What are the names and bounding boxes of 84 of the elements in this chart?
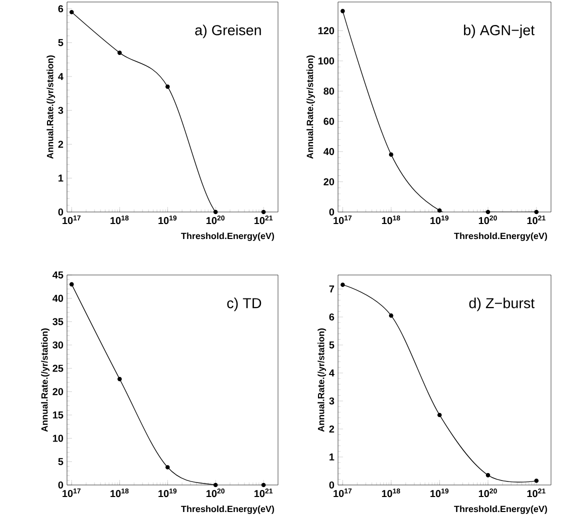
y-tick-label: 5 <box>58 39 64 46</box>
point <box>534 210 539 214</box>
text: d) Z−burst <box>469 298 535 312</box>
x-tick-label: 10$^{18}$ <box>110 216 129 224</box>
y-tick-label: 120 <box>318 27 334 34</box>
y-tick-label: 0 <box>58 208 64 216</box>
point <box>388 313 394 318</box>
y-tick-label: 80 <box>324 88 334 95</box>
x-axis-title: Threshold.Energy(eV) <box>454 506 548 514</box>
y-tick-label: 0 <box>329 208 334 216</box>
x-tick-label: 10$^{21}$ <box>527 216 546 224</box>
x-tick-label: 10$^{17}$ <box>334 488 352 498</box>
point <box>213 210 218 214</box>
y-tick-label: 25 <box>52 364 64 372</box>
point <box>117 376 122 382</box>
x-axis-title: Threshold.Energy(eV) <box>181 232 274 241</box>
y-tick-label: 7 <box>329 286 334 292</box>
y-axis-title: Annual.Rate.(/yr/station) <box>41 328 50 432</box>
y-tick-label: 60 <box>324 118 334 125</box>
y-tick-label: 15 <box>52 411 64 418</box>
x-axis-title: Threshold.Energy(eV) <box>454 232 548 241</box>
point <box>437 412 442 418</box>
x-tick-label: 10$^{18}$ <box>382 488 400 498</box>
y-tick-label: 20 <box>52 388 64 396</box>
y-tick-label: 0 <box>329 481 334 489</box>
y-axis-title: Annual.Rate.(/yr/station) <box>46 55 56 159</box>
point <box>213 482 218 488</box>
y-tick-label: 40 <box>324 148 334 156</box>
point <box>165 465 170 470</box>
y-tick-label: 4 <box>329 370 334 376</box>
x-tick-label: 10$^{21}$ <box>254 488 273 498</box>
x-tick-label: 10$^{18}$ <box>110 488 129 498</box>
x-tick-label: 10$^{21}$ <box>254 216 273 224</box>
point <box>437 208 442 213</box>
y-tick-label: 40 <box>52 294 64 302</box>
y-tick-label: 1 <box>330 454 334 460</box>
text: c) TD <box>227 298 262 312</box>
point <box>340 8 345 14</box>
x-tick-label: 10$^{17}$ <box>62 488 81 498</box>
x-tick-label: 10$^{21}$ <box>527 488 546 498</box>
point <box>534 478 539 483</box>
y-tick-label: 30 <box>52 341 64 349</box>
y-tick-label: 20 <box>324 178 334 186</box>
point <box>388 152 394 157</box>
y-axis-title: Annual.Rate.(/yr/station) <box>318 328 326 432</box>
x-tick-label: 10$^{19}$ <box>430 216 448 224</box>
y-tick-label: 100 <box>318 57 334 64</box>
y-tick-label: 6 <box>329 313 334 321</box>
point <box>70 10 74 14</box>
point <box>165 84 170 89</box>
x-tick-label: 10$^{19}$ <box>158 216 177 224</box>
y-tick-label: 45 <box>52 271 64 278</box>
x-tick-label: 10$^{20}$ <box>206 216 225 224</box>
y-tick-label: 0 <box>58 481 64 489</box>
x-tick-label: 10$^{17}$ <box>62 216 81 224</box>
text: b) AGN−jet <box>464 24 535 38</box>
x-tick-label: 10$^{20}$ <box>206 488 225 498</box>
point <box>340 282 345 287</box>
x-tick-label: 10$^{19}$ <box>430 488 448 498</box>
point <box>486 210 490 214</box>
y-tick-label: 5 <box>58 458 64 466</box>
y-tick-label: 2 <box>58 140 64 148</box>
point <box>70 282 74 286</box>
text: a) Greisen <box>195 24 261 38</box>
y-tick-label: 4 <box>58 73 64 80</box>
point <box>486 473 490 478</box>
x-tick-label: 10$^{19}$ <box>158 488 177 498</box>
y-tick-label: 2 <box>329 426 334 432</box>
x-tick-label: 10$^{20}$ <box>478 488 497 498</box>
x-tick-label: 10$^{17}$ <box>334 216 352 224</box>
point <box>117 50 122 55</box>
y-tick-label: 10 <box>52 434 64 442</box>
x-tick-label: 10$^{18}$ <box>382 216 400 224</box>
point <box>261 482 266 488</box>
y-tick-label: 6 <box>58 5 64 12</box>
y-tick-label: 3 <box>58 106 64 114</box>
y-tick-label: 3 <box>329 397 334 405</box>
y-tick-label: 35 <box>52 318 64 326</box>
point <box>261 210 266 214</box>
x-tick-label: 10$^{20}$ <box>478 216 497 224</box>
y-tick-label: 1 <box>58 174 64 182</box>
y-axis-title: Annual.Rate.(/yr/station) <box>306 55 315 159</box>
x-axis-title: Threshold.Energy(eV) <box>181 506 274 514</box>
y-tick-label: 5 <box>329 341 334 348</box>
